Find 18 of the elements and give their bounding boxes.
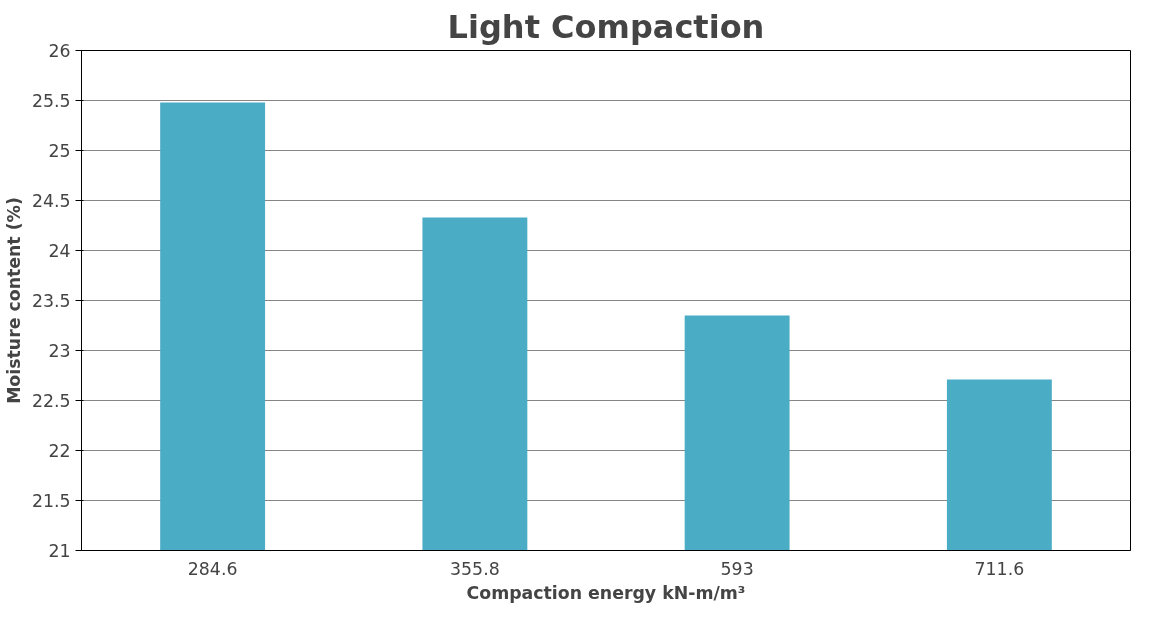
y-tick-label: 22: [48, 441, 71, 461]
y-tick-label: 26: [48, 41, 71, 61]
y-tick-label: 24.5: [31, 191, 71, 211]
y-tick-label: 22.5: [31, 391, 71, 411]
x-axis-title: Compaction energy kN-m/m³: [466, 582, 746, 603]
y-tick-label: 21: [48, 541, 71, 561]
x-tick-label: 711.6: [974, 558, 1025, 579]
x-tick-label: 593: [720, 558, 754, 579]
y-axis-title: Moisture content (%): [3, 197, 24, 404]
y-tick-label: 24: [48, 241, 71, 261]
x-tick-label: 284.6: [187, 558, 238, 579]
y-tick-label: 23.5: [31, 291, 71, 311]
x-tick-label: 355.8: [450, 558, 500, 579]
y-tick-label: 25: [48, 141, 71, 161]
chart-title: Light Compaction: [447, 7, 765, 46]
y-tick-label: 25.5: [31, 91, 71, 111]
y-tick-label: 23: [48, 341, 71, 361]
y-tick-label: 21.5: [31, 491, 71, 511]
